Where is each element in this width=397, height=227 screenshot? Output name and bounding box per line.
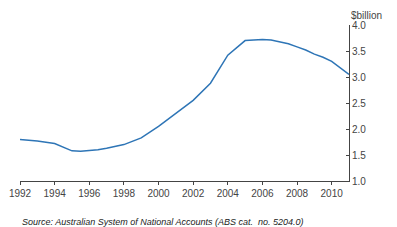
svg-text:2008: 2008 — [286, 188, 309, 199]
svg-text:1.5: 1.5 — [352, 150, 366, 161]
svg-text:1992: 1992 — [9, 188, 32, 199]
svg-text:2000: 2000 — [147, 188, 170, 199]
svg-text:2010: 2010 — [321, 188, 344, 199]
svg-text:1996: 1996 — [78, 188, 101, 199]
svg-text:1998: 1998 — [113, 188, 136, 199]
svg-text:2.5: 2.5 — [352, 98, 366, 109]
svg-text:Source: Australian System of N: Source: Australian System of National Ac… — [22, 217, 303, 227]
svg-text:1994: 1994 — [44, 188, 67, 199]
svg-text:$billion: $billion — [351, 10, 382, 21]
svg-text:2.0: 2.0 — [352, 124, 366, 135]
svg-text:2006: 2006 — [251, 188, 274, 199]
svg-text:3.0: 3.0 — [352, 72, 366, 83]
svg-text:2004: 2004 — [217, 188, 240, 199]
svg-text:2002: 2002 — [182, 188, 205, 199]
svg-text:3.5: 3.5 — [352, 46, 366, 57]
svg-text:1.0: 1.0 — [352, 176, 366, 187]
svg-text:4.0: 4.0 — [352, 20, 366, 31]
